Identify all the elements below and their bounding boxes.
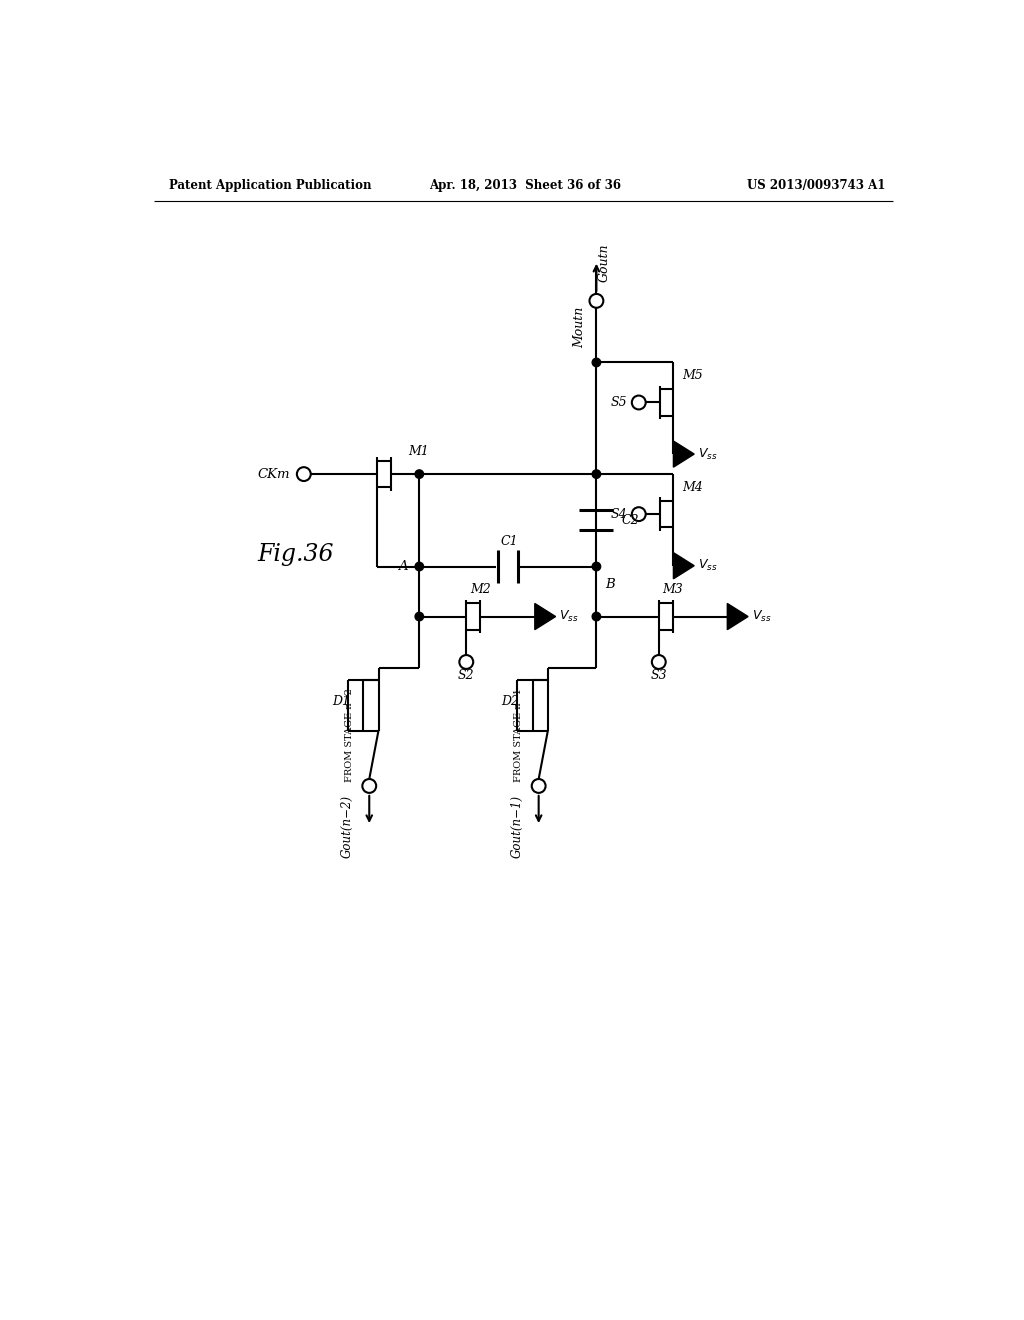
Text: S2: S2 xyxy=(458,669,474,682)
Circle shape xyxy=(531,779,546,793)
Circle shape xyxy=(460,655,473,669)
Text: $V_{ss}$: $V_{ss}$ xyxy=(698,446,718,462)
Text: Moutn: Moutn xyxy=(573,308,586,348)
Text: M2: M2 xyxy=(470,583,490,597)
Text: CKm: CKm xyxy=(257,467,290,480)
Text: FROM STAGE n−2: FROM STAGE n−2 xyxy=(345,688,354,781)
Circle shape xyxy=(632,396,646,409)
Circle shape xyxy=(632,507,646,521)
Circle shape xyxy=(590,294,603,308)
Text: B: B xyxy=(605,578,615,591)
Text: M1: M1 xyxy=(408,445,428,458)
Polygon shape xyxy=(674,441,694,467)
Circle shape xyxy=(592,612,601,620)
Text: $V_{ss}$: $V_{ss}$ xyxy=(752,609,771,624)
Polygon shape xyxy=(674,553,694,579)
Text: C2: C2 xyxy=(622,513,639,527)
Text: $V_{ss}$: $V_{ss}$ xyxy=(559,609,579,624)
Text: Goutn: Goutn xyxy=(597,243,610,281)
Text: M3: M3 xyxy=(663,583,683,597)
Circle shape xyxy=(415,562,424,570)
Circle shape xyxy=(362,779,376,793)
Text: A: A xyxy=(398,560,408,573)
Text: Patent Application Publication: Patent Application Publication xyxy=(169,180,372,193)
Text: S3: S3 xyxy=(650,669,667,682)
Text: D1: D1 xyxy=(332,694,350,708)
Text: M5: M5 xyxy=(683,370,703,381)
Text: M4: M4 xyxy=(683,480,703,494)
Circle shape xyxy=(415,612,424,620)
Text: C1: C1 xyxy=(501,535,518,548)
Polygon shape xyxy=(535,603,556,630)
Text: Apr. 18, 2013  Sheet 36 of 36: Apr. 18, 2013 Sheet 36 of 36 xyxy=(429,180,621,193)
Circle shape xyxy=(592,358,601,367)
Text: S4: S4 xyxy=(610,508,628,520)
Text: S5: S5 xyxy=(610,396,628,409)
Text: Gout(n−1): Gout(n−1) xyxy=(510,795,523,858)
Circle shape xyxy=(592,562,601,570)
Polygon shape xyxy=(727,603,749,630)
Circle shape xyxy=(652,655,666,669)
Text: US 2013/0093743 A1: US 2013/0093743 A1 xyxy=(746,180,885,193)
Circle shape xyxy=(297,467,310,480)
Circle shape xyxy=(592,470,601,478)
Text: Fig.36: Fig.36 xyxy=(258,544,334,566)
Text: $V_{ss}$: $V_{ss}$ xyxy=(698,558,718,573)
Text: Gout(n−2): Gout(n−2) xyxy=(341,795,354,858)
Text: FROM STAGE n−1: FROM STAGE n−1 xyxy=(514,688,523,781)
Circle shape xyxy=(415,470,424,478)
Text: D2: D2 xyxy=(502,694,519,708)
